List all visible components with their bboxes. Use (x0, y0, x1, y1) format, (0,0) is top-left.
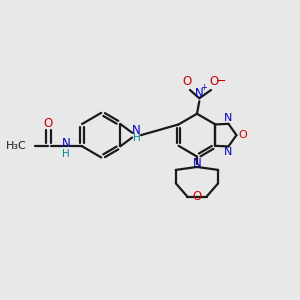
Text: −: − (216, 75, 227, 88)
Text: H: H (62, 149, 70, 159)
Text: N: N (224, 113, 233, 124)
Text: O: O (209, 75, 219, 88)
Text: N: N (193, 158, 201, 170)
Text: O: O (192, 190, 202, 203)
Text: N: N (224, 147, 233, 157)
Text: N: N (132, 124, 141, 136)
Text: +: + (200, 83, 207, 92)
Text: O: O (238, 130, 247, 140)
Text: O: O (44, 118, 53, 130)
Text: H: H (133, 133, 140, 143)
Text: N: N (195, 87, 204, 100)
Text: H₃C: H₃C (6, 141, 27, 151)
Text: N: N (61, 137, 70, 150)
Text: O: O (182, 75, 192, 88)
